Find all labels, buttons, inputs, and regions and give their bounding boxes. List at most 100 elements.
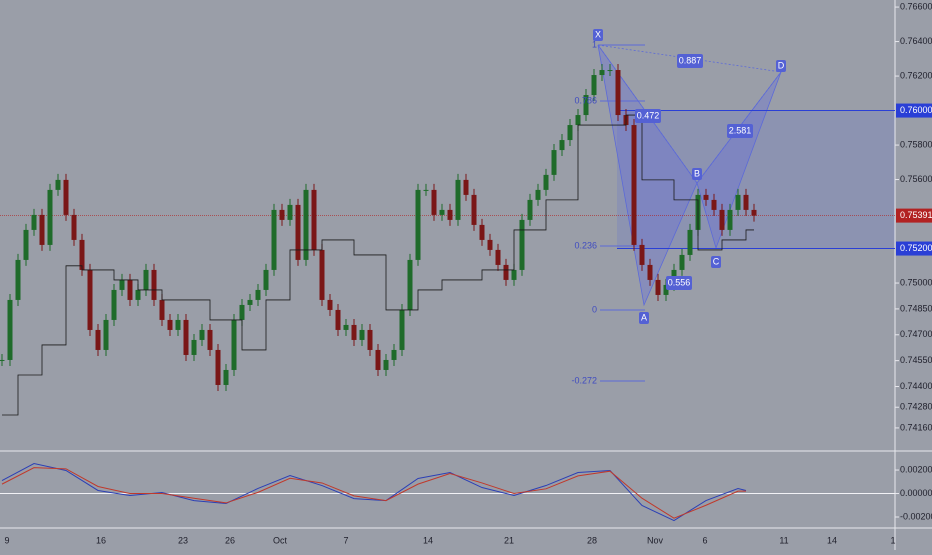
candle xyxy=(31,214,37,230)
fib-label: -0.272 xyxy=(571,375,597,385)
candle xyxy=(591,75,597,96)
candle xyxy=(463,179,469,195)
candle xyxy=(327,299,333,310)
candle xyxy=(63,179,69,215)
candle xyxy=(159,299,165,320)
ratio-box xyxy=(635,109,661,123)
pattern-point-box xyxy=(692,168,702,180)
candle xyxy=(487,239,493,250)
pattern-point-label: X xyxy=(595,29,601,39)
candle xyxy=(287,204,293,220)
candle xyxy=(711,199,717,210)
candle xyxy=(55,179,61,190)
pattern-point-box xyxy=(593,29,603,41)
fib-label: 0.786 xyxy=(574,95,597,105)
y-tick-label: 0.74160 xyxy=(900,422,932,432)
y-tick-label: 0.74850 xyxy=(900,303,932,313)
level-label-box xyxy=(896,241,932,256)
candle xyxy=(527,199,533,220)
x-tick-label: Oct xyxy=(273,535,288,545)
candle xyxy=(95,329,101,350)
ratio-label: 0.887 xyxy=(679,55,702,65)
y-tick-label: 0.76200 xyxy=(900,70,932,80)
candle xyxy=(23,229,29,260)
candle xyxy=(359,329,365,340)
x-tick-label: 14 xyxy=(423,535,433,545)
oscillator-line xyxy=(1,467,746,519)
candle xyxy=(751,209,757,216)
y-tick-label: 0.74400 xyxy=(900,381,932,391)
candle xyxy=(479,224,485,240)
candle xyxy=(223,369,229,385)
candle xyxy=(647,264,653,280)
pattern-point-label: A xyxy=(641,312,647,322)
candle xyxy=(727,209,733,230)
y-tick-label: 0.74550 xyxy=(900,355,932,365)
fib-label: 0.236 xyxy=(574,240,597,250)
candle xyxy=(119,279,125,290)
x-tick-label: 16 xyxy=(96,535,106,545)
y-tick-label: 0.74280 xyxy=(900,402,932,412)
ratio-box xyxy=(666,276,692,290)
fib-label: 0 xyxy=(592,304,597,314)
candle xyxy=(679,254,685,270)
candle xyxy=(231,319,237,370)
y-tick-label: 0.75800 xyxy=(900,139,932,149)
candle xyxy=(183,319,189,355)
candle xyxy=(639,244,645,265)
candle xyxy=(615,70,621,116)
candle xyxy=(743,194,749,210)
x-tick-label: 11 xyxy=(779,535,788,545)
candle xyxy=(143,269,149,290)
candle xyxy=(319,249,325,300)
level-label: 0.75200 xyxy=(900,243,932,253)
candle xyxy=(39,214,45,245)
candle xyxy=(503,264,509,280)
x-tick-label: 28 xyxy=(587,535,597,545)
osc-tick-label: -0.00200 xyxy=(900,511,932,521)
candle xyxy=(415,189,421,260)
x-tick-label: 26 xyxy=(225,535,235,545)
candle xyxy=(215,349,221,385)
candle xyxy=(655,279,661,295)
candle xyxy=(167,319,173,330)
candle xyxy=(47,189,53,245)
x-tick-label: 9 xyxy=(4,535,9,545)
x-tick-label: Nov xyxy=(647,535,664,545)
candle xyxy=(567,125,573,141)
baseline-line xyxy=(2,114,754,416)
level-label-box xyxy=(896,103,932,118)
candle xyxy=(303,189,309,260)
ratio-label: 0.556 xyxy=(668,277,691,287)
candle xyxy=(375,349,381,370)
level-label: 0.76000 xyxy=(900,105,932,115)
candle xyxy=(71,214,77,240)
candle xyxy=(151,269,157,300)
range-box xyxy=(617,110,895,248)
pattern-drawing xyxy=(597,44,895,382)
candle xyxy=(239,304,245,320)
candle xyxy=(663,284,669,295)
pattern-point-label: B xyxy=(694,168,700,178)
last-price-box xyxy=(896,208,932,223)
candle xyxy=(79,239,85,270)
candle xyxy=(719,209,725,230)
pattern-point-box xyxy=(776,60,786,72)
candle xyxy=(335,309,341,330)
x-tick-label: 14 xyxy=(827,535,837,545)
candle xyxy=(343,324,349,330)
candle xyxy=(351,324,357,340)
y-tick-label: 0.75600 xyxy=(900,174,932,184)
y-tick-label: 0.74700 xyxy=(900,329,932,339)
candle xyxy=(495,249,501,265)
candle xyxy=(703,194,709,200)
candle xyxy=(271,209,277,270)
pattern-point-label: C xyxy=(713,256,720,266)
y-tick-label: 0.76400 xyxy=(900,36,932,46)
osc-tick-label: 0.00200 xyxy=(900,464,932,474)
candle xyxy=(295,204,301,260)
candle xyxy=(191,339,197,355)
candle xyxy=(439,209,445,215)
